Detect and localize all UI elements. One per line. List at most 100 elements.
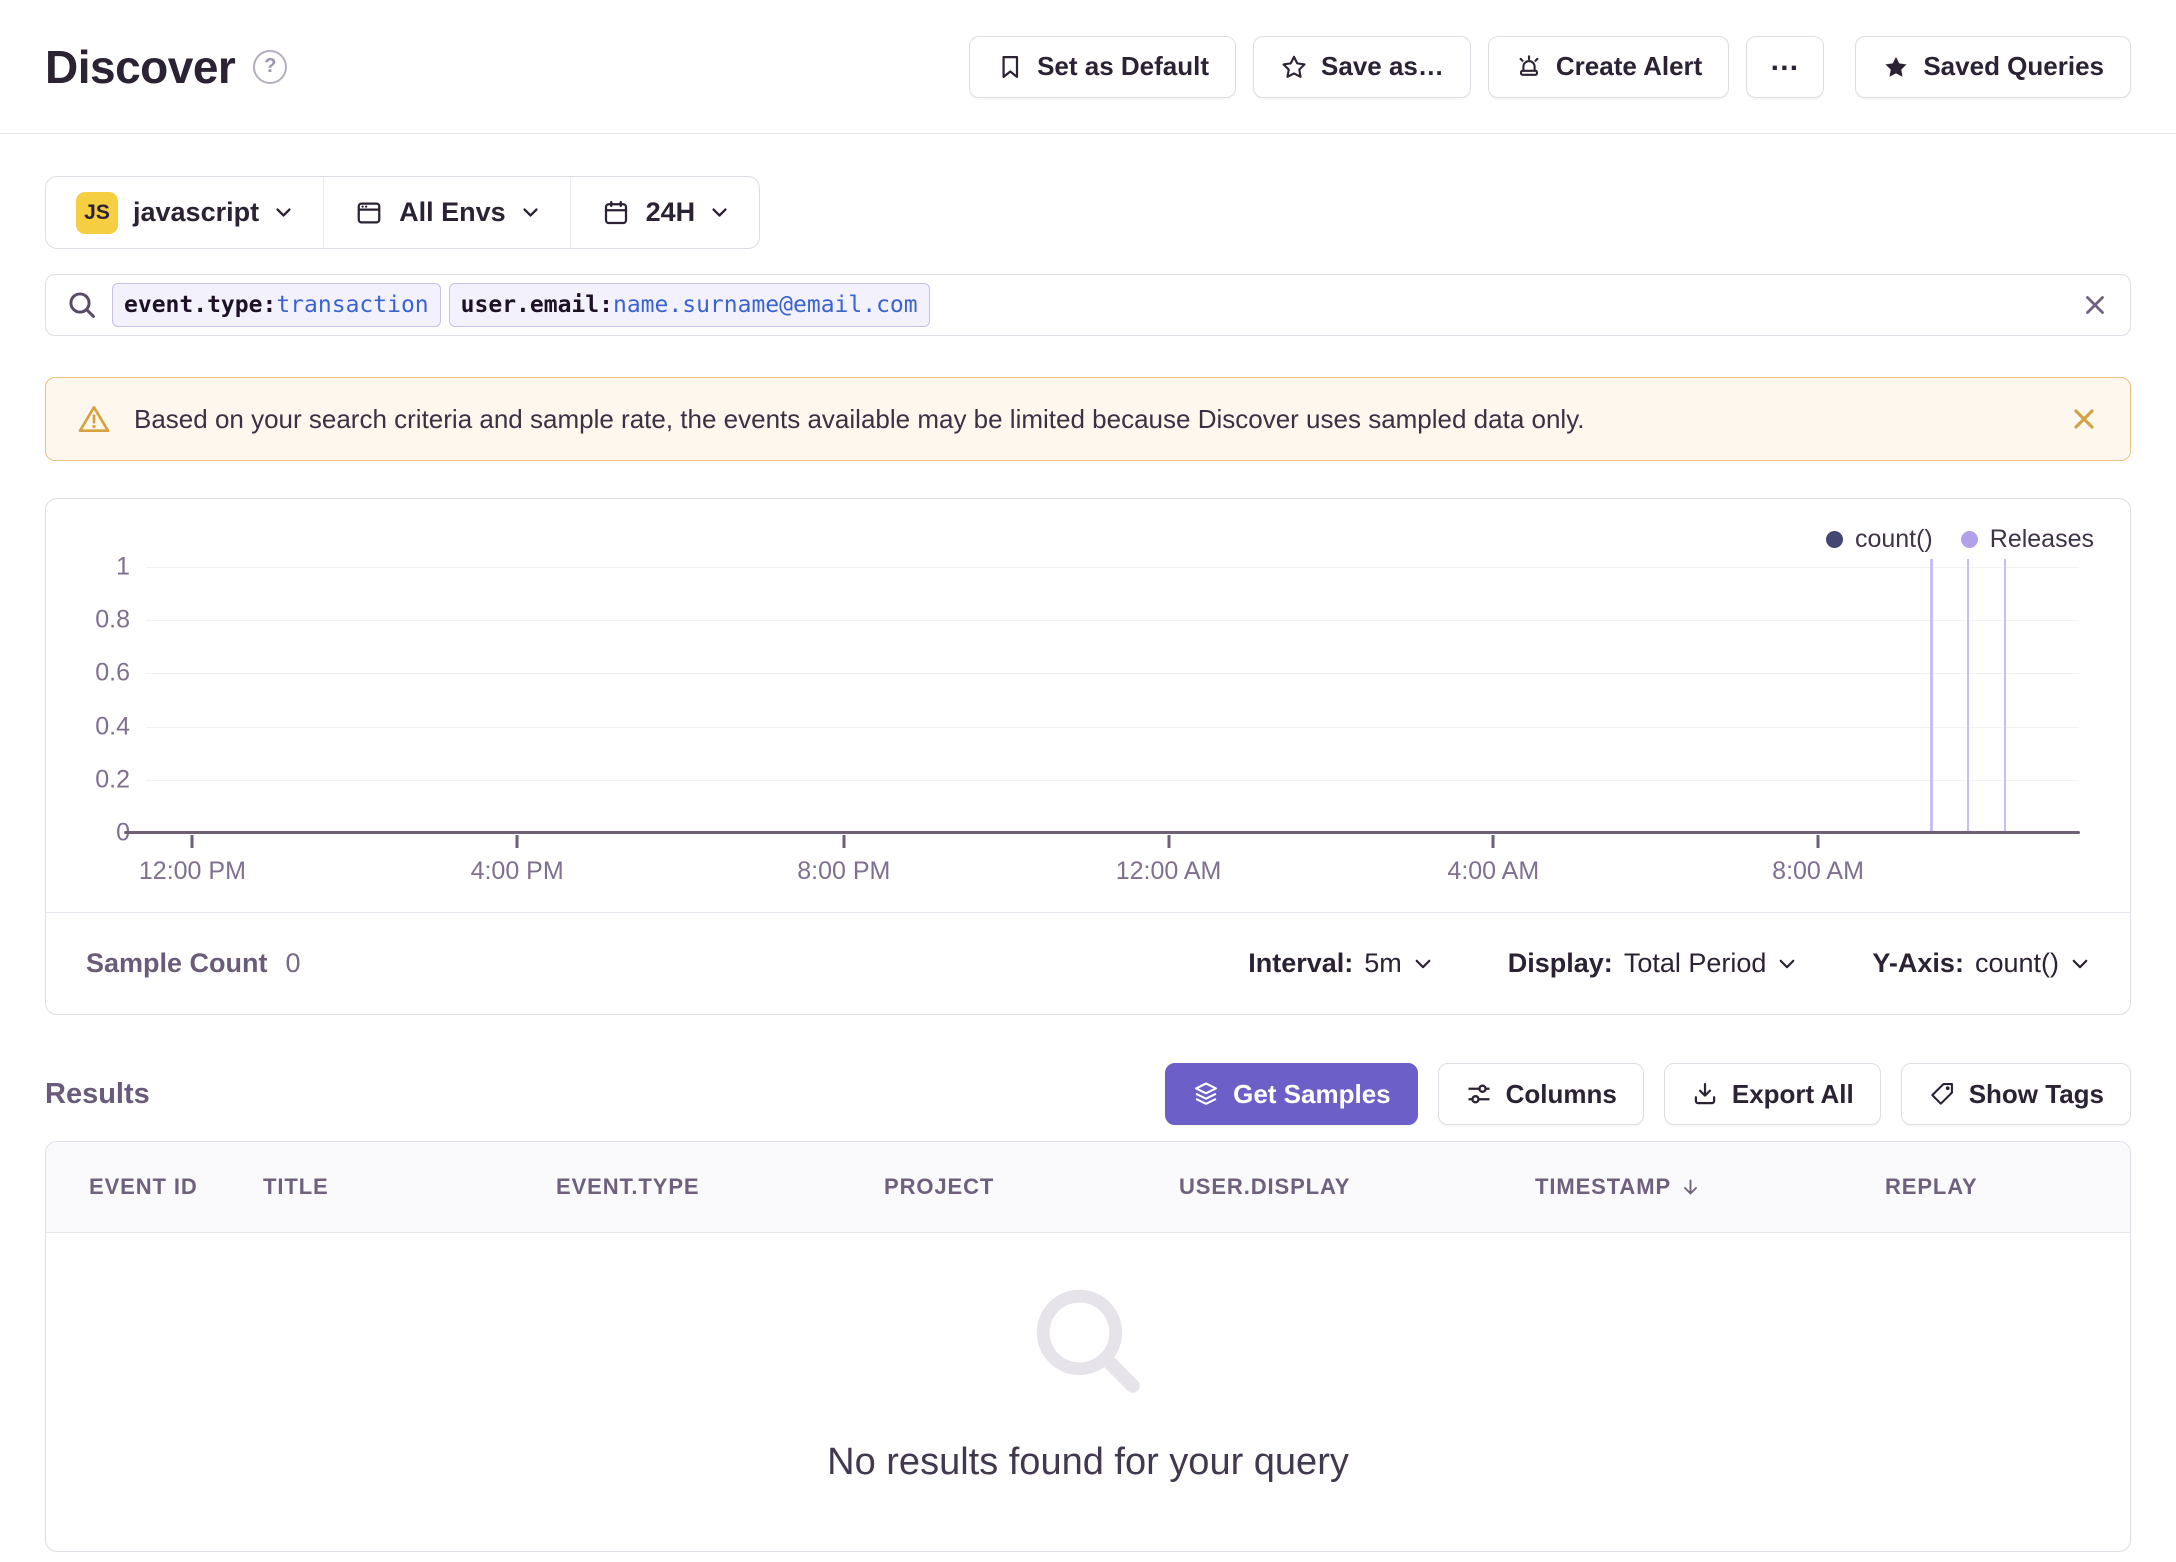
- column-header-replay[interactable]: REPLAY: [1885, 1174, 1978, 1200]
- magnifier-empty-icon: [1024, 1277, 1152, 1405]
- star-filled-icon: [1882, 53, 1910, 81]
- legend-dot: [1825, 531, 1843, 548]
- bookmark-icon: [996, 53, 1024, 81]
- column-header-title[interactable]: TITLE: [263, 1174, 329, 1200]
- column-header-timestamp[interactable]: TIMESTAMP: [1535, 1174, 1702, 1200]
- show-tags-button[interactable]: Show Tags: [1900, 1063, 2131, 1125]
- interval-value: 5m: [1364, 948, 1402, 978]
- warning-triangle-icon: [76, 401, 112, 437]
- column-header-user-display[interactable]: USER.DISPLAY: [1179, 1174, 1350, 1200]
- token-key: user.email:: [460, 292, 613, 318]
- sampled-data-warning-banner: Based on your search criteria and sample…: [45, 377, 2131, 461]
- search-token-event-type[interactable]: event.type: transaction: [112, 283, 441, 327]
- layers-icon: [1192, 1080, 1220, 1108]
- column-label: EVENT ID: [89, 1174, 198, 1199]
- date-range-filter[interactable]: 24H: [569, 177, 760, 248]
- button-label: Export All: [1731, 1078, 1854, 1109]
- chevron-down-icon: [710, 203, 729, 222]
- column-label: TIMESTAMP: [1535, 1174, 1672, 1199]
- save-as-button[interactable]: Save as…: [1253, 35, 1471, 98]
- button-label: Set as Default: [1037, 51, 1210, 81]
- saved-queries-button[interactable]: Saved Queries: [1855, 35, 2131, 98]
- star-outline-icon: [1280, 53, 1308, 81]
- x-axis-tick-mark: [1816, 835, 1820, 848]
- column-header-event-type[interactable]: EVENT.TYPE: [556, 1174, 699, 1200]
- release-marker-line: [2003, 559, 2007, 833]
- results-actions: Get Samples Columns Export All Show Tags: [1165, 1063, 2131, 1125]
- help-icon[interactable]: ?: [253, 49, 288, 84]
- chart-gridline: [146, 726, 2079, 728]
- x-axis-tick-mark: [842, 835, 846, 848]
- x-axis-tick-label: 4:00 PM: [470, 857, 564, 885]
- x-axis-tick-mark: [1491, 835, 1495, 848]
- clear-search-icon[interactable]: [2080, 290, 2110, 320]
- button-label: Saved Queries: [1923, 51, 2104, 81]
- x-axis-tick-label: 4:00 AM: [1447, 857, 1540, 885]
- button-label: Columns: [1505, 1078, 1617, 1109]
- columns-button[interactable]: Columns: [1437, 1063, 1644, 1125]
- more-options-button[interactable]: …: [1746, 35, 1825, 98]
- javascript-platform-icon: JS: [76, 191, 118, 234]
- interval-label: Interval:: [1248, 948, 1354, 978]
- legend-label: count(): [1854, 525, 1933, 553]
- project-filter[interactable]: JS javascript: [46, 177, 323, 248]
- token-value: name.surname@email.com: [612, 292, 918, 318]
- create-alert-button[interactable]: Create Alert: [1487, 35, 1730, 98]
- token-key: event.type:: [124, 292, 277, 318]
- date-range-filter-label: 24H: [645, 197, 696, 227]
- y-axis-dropdown[interactable]: Y-Axis: count(): [1872, 948, 2090, 979]
- siren-icon: [1515, 53, 1543, 81]
- banner-message: Based on your search criteria and sample…: [134, 403, 1585, 434]
- x-axis-tick-mark: [515, 835, 519, 848]
- chart-controls: Interval: 5m Display: Total Period Y-Axi…: [1248, 948, 2090, 979]
- y-axis-label: Y-Axis:: [1872, 948, 1964, 978]
- chart-gridline: [146, 673, 2079, 675]
- x-axis-tick-label: 8:00 AM: [1772, 857, 1864, 885]
- chevron-down-icon: [521, 203, 540, 222]
- environment-filter[interactable]: All Envs: [323, 177, 570, 248]
- legend-item-releases[interactable]: Releases: [1960, 525, 2094, 554]
- release-marker-line: [1930, 559, 1933, 833]
- button-label: Show Tags: [1968, 1078, 2104, 1109]
- search-input[interactable]: event.type: transaction user.email: name.s…: [45, 274, 2131, 336]
- chevron-down-icon: [2070, 954, 2090, 974]
- header-actions: Set as Default Save as… Create Alert … S…: [969, 35, 2131, 98]
- x-axis-tick-mark: [1167, 835, 1171, 848]
- column-label: TITLE: [263, 1174, 329, 1199]
- column-header-project[interactable]: PROJECT: [884, 1174, 994, 1200]
- x-axis-tick-label: 12:00 PM: [138, 857, 246, 885]
- interval-dropdown[interactable]: Interval: 5m: [1248, 948, 1433, 979]
- get-samples-button[interactable]: Get Samples: [1165, 1063, 1418, 1125]
- ellipsis-icon: …: [1769, 43, 1802, 77]
- tag-icon: [1928, 1080, 1956, 1108]
- display-dropdown[interactable]: Display: Total Period: [1508, 948, 1798, 979]
- release-marker-line: [1966, 559, 1970, 833]
- set-as-default-button[interactable]: Set as Default: [969, 35, 1237, 98]
- button-label: Save as…: [1321, 51, 1444, 81]
- project-filter-label: javascript: [133, 197, 260, 227]
- chart-legend: count() Releases: [1825, 525, 2094, 554]
- page-filter-bar: JS javascript All Envs 24H: [45, 176, 761, 249]
- export-all-button[interactable]: Export All: [1663, 1063, 1881, 1125]
- search-tokens: event.type: transaction user.email: name.s…: [112, 283, 930, 327]
- sort-descending-arrow-icon: [1679, 1176, 1702, 1199]
- y-axis-tick-label: 0.6: [95, 658, 130, 687]
- chart-plot-area[interactable]: [146, 559, 2079, 833]
- banner-close-icon[interactable]: [2068, 403, 2100, 435]
- y-axis-value: count(): [1974, 948, 2059, 978]
- token-value: transaction: [276, 292, 429, 318]
- sample-count-value: 0: [285, 948, 301, 978]
- y-axis-tick-label: 0.4: [95, 712, 130, 741]
- environment-icon: [354, 198, 384, 228]
- download-icon: [1691, 1080, 1719, 1108]
- chart-y-labels: 1 0.8 0.6 0.4 0.2 0: [46, 553, 130, 847]
- empty-state-message: No results found for your query: [827, 1441, 1349, 1483]
- sample-count-label: Sample Count: [86, 948, 268, 978]
- search-token-user-email[interactable]: user.email: name.surname@email.com: [448, 283, 930, 327]
- button-label: Create Alert: [1555, 51, 1703, 81]
- column-header-event-id[interactable]: EVENT ID: [89, 1174, 198, 1200]
- display-label: Display:: [1507, 948, 1613, 978]
- legend-item-count[interactable]: count(): [1825, 525, 1933, 554]
- chart-panel: count() Releases 1 0.8 0.6 0.4 0.2 0 12:00 PM…: [45, 498, 2131, 1015]
- y-axis-tick-label: 0.2: [95, 765, 130, 794]
